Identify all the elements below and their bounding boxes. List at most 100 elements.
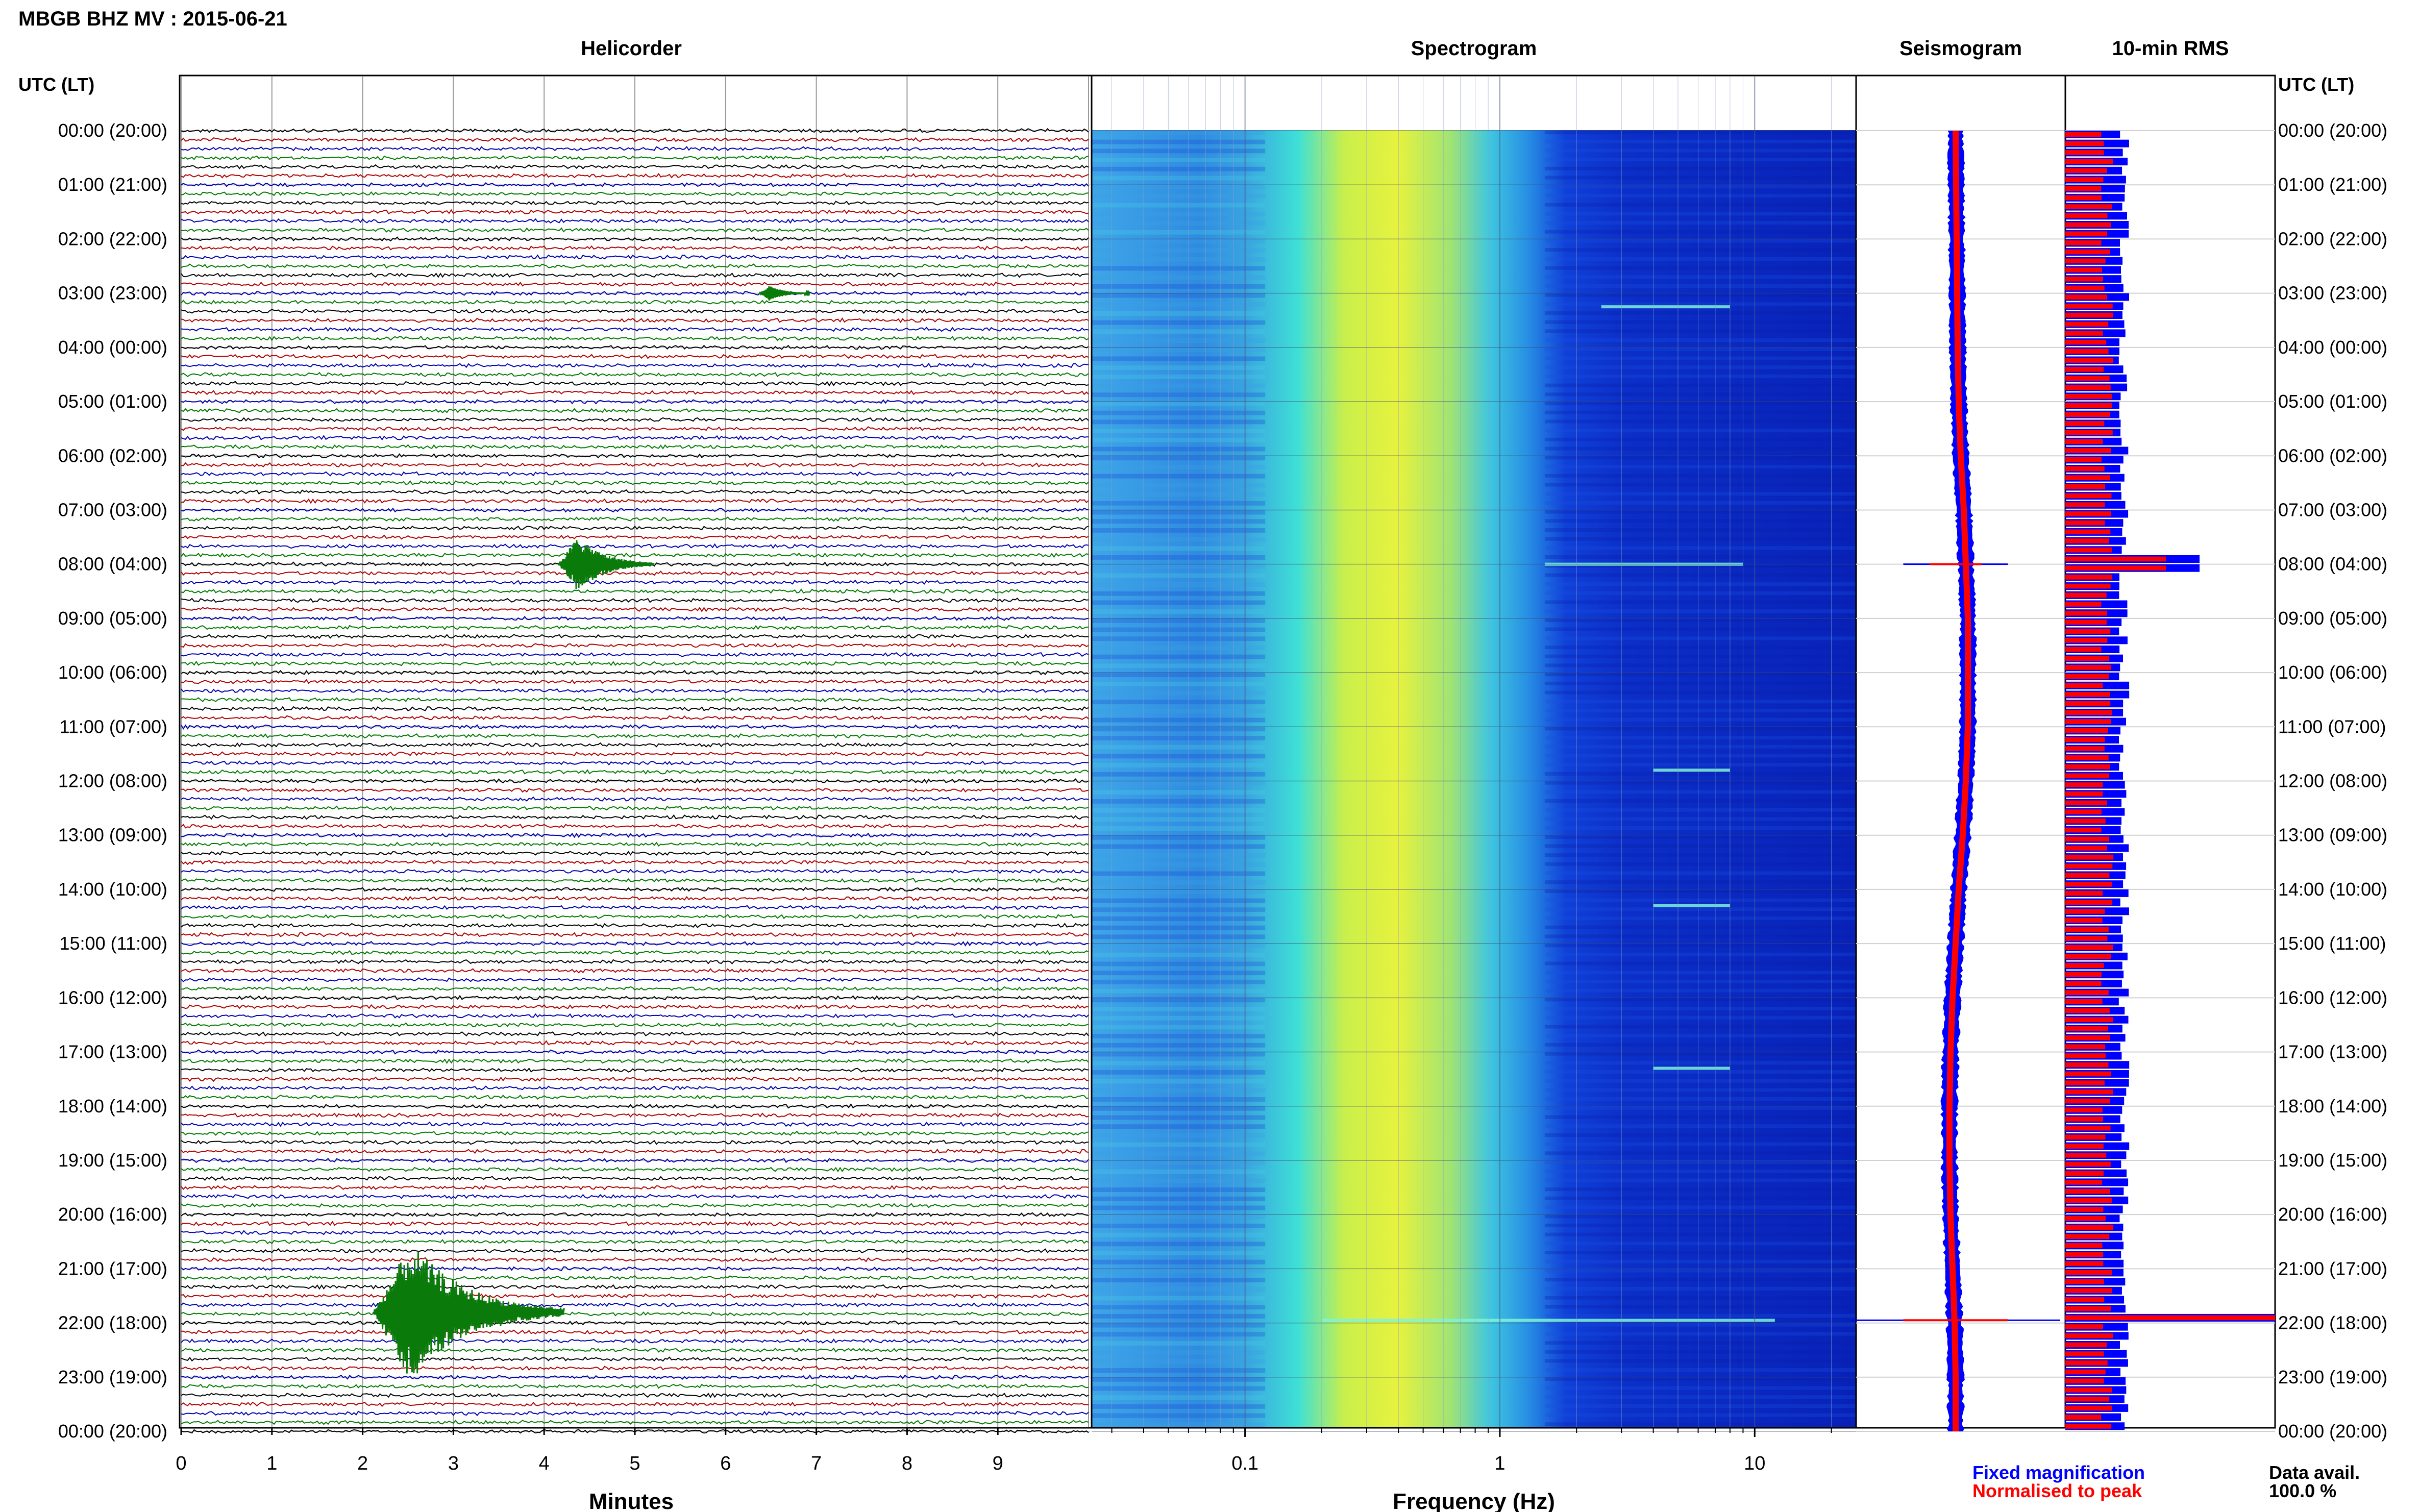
helicorder-trace	[181, 1176, 1089, 1181]
time-label-right: 00:00 (20:00)	[2278, 1421, 2387, 1442]
spectrogram-row-stripe	[1092, 1070, 1266, 1075]
time-label-left: 23:00 (19:00)	[58, 1367, 167, 1387]
spectrogram-row-stripe	[1092, 1395, 1266, 1400]
rms-bar-normalised	[2065, 1270, 2112, 1275]
helicorder-trace	[181, 706, 1089, 712]
spectrogram-row-stripe	[1092, 410, 1266, 415]
spectrogram-row-stripe	[1092, 961, 1266, 966]
helicorder-trace	[181, 381, 1089, 387]
helicorder-trace	[181, 1266, 1089, 1272]
rms-bar-normalised	[2065, 1252, 2104, 1257]
spectrogram-row-stripe	[1544, 1097, 1856, 1101]
helicorder-trace	[181, 1374, 1089, 1380]
spectrogram-row-stripe	[1544, 1160, 1856, 1164]
helicorder-trace	[181, 1139, 1089, 1145]
spectrogram-row-stripe	[1092, 1278, 1266, 1282]
rms-bar-normalised	[2065, 827, 2102, 833]
station-title: MBGB BHZ MV : 2015-06-21	[18, 8, 287, 30]
helicorder-trace	[181, 1067, 1089, 1073]
spectrogram-row-stripe	[1544, 492, 1856, 496]
spectrogram-row-stripe	[1092, 700, 1266, 705]
spectrogram-row-stripe	[1544, 329, 1856, 333]
spectrogram-row-stripe	[1544, 447, 1856, 451]
spectrogram-row-stripe	[1544, 573, 1856, 577]
spectrogram-row-stripe	[1544, 853, 1856, 857]
spectrogram-row-stripe	[1544, 745, 1856, 749]
rms-bar-normalised	[2065, 358, 2113, 363]
spectrogram-row-stripe	[1092, 1043, 1266, 1048]
spectrogram-row-stripe	[1544, 1350, 1856, 1354]
time-label-left: 12:00 (08:00)	[58, 771, 167, 791]
spectrogram-row-stripe	[1544, 1061, 1856, 1065]
helicorder-trace	[181, 227, 1089, 233]
spectrogram-row-stripe	[1544, 1052, 1856, 1056]
rms-bar-normalised	[2065, 1333, 2113, 1339]
spectrogram-row-stripe	[1544, 528, 1856, 532]
helicorder-event	[759, 286, 810, 301]
spectrogram-row-stripe	[1544, 429, 1856, 433]
spectrogram-row-stripe	[1092, 212, 1266, 217]
helicorder-trace	[181, 254, 1089, 260]
helicorder-trace	[181, 1401, 1089, 1407]
rms-bar-normalised	[2065, 1342, 2107, 1348]
rms-bar-normalised	[2065, 674, 2109, 679]
helicorder-trace	[181, 471, 1089, 477]
spectrogram-row-stripe	[1092, 1368, 1266, 1373]
helicorder-trace	[181, 940, 1089, 947]
legend-normalised-to-peak: Normalised to peak	[1972, 1480, 2142, 1501]
rms-bar-normalised	[2065, 692, 2110, 697]
spectrogram-row-stripe	[1092, 708, 1266, 713]
spectrogram-row-stripe	[1544, 799, 1856, 803]
spectrogram-row-stripe	[1544, 817, 1856, 821]
spectrogram-row-stripe	[1544, 754, 1856, 758]
spectrogram-row-stripe	[1544, 1386, 1856, 1390]
time-labels-right: 00:00 (20:00) 01:00 (21:00) 02:00 (22:00) 0…	[2278, 120, 2387, 1442]
spectrogram-row-stripe	[1544, 1070, 1856, 1074]
rms-bar-normalised	[2065, 1008, 2110, 1013]
helicorder-trace	[181, 1420, 1089, 1425]
spectrogram-row-stripe	[1544, 230, 1856, 234]
spectrogram-row-stripe	[1544, 284, 1856, 288]
helicorder-trace	[181, 660, 1089, 666]
rms-bar-normalised	[2065, 1026, 2108, 1031]
spectrogram-row-stripe	[1092, 1142, 1266, 1147]
helicorder-trace	[181, 1248, 1089, 1254]
spectrogram-row-stripe	[1092, 1413, 1266, 1418]
helicorder-trace	[181, 1094, 1089, 1100]
helicorder-trace	[181, 598, 1089, 603]
spectrogram-row-stripe	[1092, 1187, 1266, 1192]
rms-bar-normalised	[2065, 1044, 2106, 1050]
spectrogram-row-stripe	[1544, 1404, 1856, 1408]
spectrogram-row-stripe	[1544, 1205, 1856, 1209]
rms-bar-normalised	[2065, 1234, 2110, 1239]
helicorder-trace	[181, 507, 1089, 513]
helicorder-trace	[181, 444, 1089, 450]
spectrogram-row-stripe	[1092, 365, 1266, 370]
rms-bar-normalised	[2065, 502, 2105, 508]
spectrogram-row-stripe	[1544, 311, 1856, 315]
spectrogram-row-stripe	[1092, 1422, 1266, 1427]
spectrogram-row-stripe	[1092, 275, 1266, 280]
rms-bar-normalised	[2065, 909, 2105, 914]
rms-bar-normalised	[2065, 665, 2111, 670]
helicorder-trace	[181, 1121, 1089, 1127]
spectrogram-row-stripe	[1544, 221, 1856, 225]
spectrogram-row-stripe	[1092, 392, 1266, 398]
rms-bar-normalised	[2065, 186, 2102, 191]
rms-bar-normalised	[2065, 1225, 2113, 1230]
rms-bar-normalised	[2065, 981, 2102, 986]
spectrogram-row-stripe	[1544, 646, 1856, 650]
helicorder-trace	[181, 1212, 1089, 1218]
rms-bar-normalised	[2065, 755, 2109, 760]
time-label-left: 17:00 (13:00)	[58, 1042, 167, 1062]
helicorder-trace	[181, 1320, 1089, 1326]
spectrogram-row-stripe	[1092, 609, 1266, 614]
helicorder-trace	[181, 489, 1089, 495]
spectrogram-row-stripe	[1092, 1386, 1266, 1391]
rms-bar-normalised	[2065, 583, 2111, 589]
spectrogram-row-stripe	[1544, 944, 1856, 948]
rms-bar-normalised	[2065, 1171, 2104, 1176]
spectrogram-row-stripe	[1092, 907, 1266, 912]
helicorder-trace	[181, 1275, 1089, 1281]
spectrogram-row-stripe	[1092, 826, 1266, 831]
